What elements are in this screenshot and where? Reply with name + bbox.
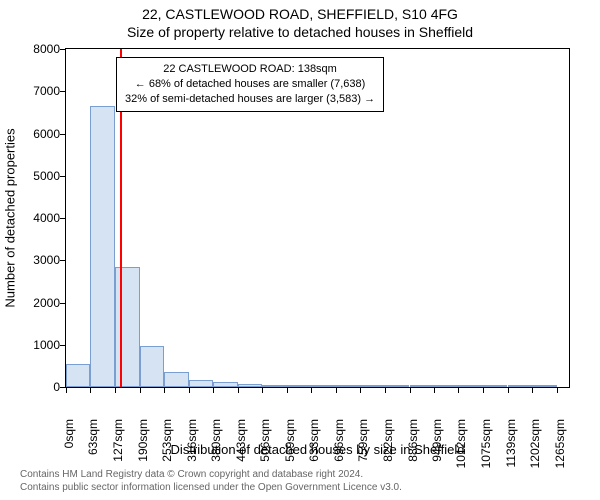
x-tick-label: 253sqm <box>160 419 174 469</box>
y-tick-mark <box>60 303 65 304</box>
y-tick-mark <box>60 176 65 177</box>
x-tick-mark <box>189 388 190 393</box>
annotation-line2: ← 68% of detached houses are smaller (7,… <box>125 77 375 92</box>
x-tick-mark <box>66 388 67 393</box>
histogram-bar <box>483 385 507 387</box>
footer-line2: Contains public sector information licen… <box>20 481 402 494</box>
x-tick-label: 0sqm <box>62 419 76 469</box>
chart-title-line1: 22, CASTLEWOOD ROAD, SHEFFIELD, S10 4FG <box>0 6 600 22</box>
x-tick-mark <box>557 388 558 393</box>
x-tick-mark <box>385 388 386 393</box>
chart-title-line2: Size of property relative to detached ho… <box>0 24 600 40</box>
x-tick-mark <box>434 388 435 393</box>
x-tick-label: 822sqm <box>381 419 395 469</box>
y-tick-label: 8000 <box>33 42 60 56</box>
x-tick-label: 443sqm <box>234 419 248 469</box>
x-tick-label: 380sqm <box>209 419 223 469</box>
x-tick-label: 1075sqm <box>479 419 493 469</box>
histogram-bar <box>238 384 262 387</box>
x-tick-label: 759sqm <box>356 419 370 469</box>
x-tick-label: 1202sqm <box>528 419 542 469</box>
y-axis-label: Number of detached properties <box>3 128 18 307</box>
footer-line1: Contains HM Land Registry data © Crown c… <box>20 468 402 481</box>
annotation-box: 22 CASTLEWOOD ROAD: 138sqm ← 68% of deta… <box>116 57 384 112</box>
x-tick-label: 696sqm <box>332 419 346 469</box>
histogram-bar <box>262 385 286 387</box>
histogram-bar <box>385 385 409 387</box>
y-tick-label: 6000 <box>33 127 60 141</box>
x-tick-label: 949sqm <box>430 419 444 469</box>
x-tick-mark <box>360 388 361 393</box>
x-tick-mark <box>508 388 509 393</box>
x-tick-label: 886sqm <box>406 419 420 469</box>
x-tick-mark <box>164 388 165 393</box>
x-tick-mark <box>410 388 411 393</box>
x-tick-mark <box>336 388 337 393</box>
histogram-bar <box>311 385 335 387</box>
x-tick-label: 633sqm <box>307 419 321 469</box>
y-tick-mark <box>60 387 65 388</box>
x-tick-mark <box>140 388 141 393</box>
y-tick-label: 7000 <box>33 84 60 98</box>
y-tick-label: 4000 <box>33 211 60 225</box>
histogram-bar <box>213 382 237 387</box>
x-tick-mark <box>115 388 116 393</box>
histogram-bar <box>532 385 556 387</box>
x-tick-label: 316sqm <box>185 419 199 469</box>
y-tick-label: 5000 <box>33 169 60 183</box>
histogram-bar <box>140 346 164 387</box>
x-tick-mark <box>458 388 459 393</box>
x-tick-mark <box>213 388 214 393</box>
histogram-bar <box>434 385 458 387</box>
y-tick-label: 0 <box>53 380 60 394</box>
histogram-bar <box>360 385 384 387</box>
x-tick-mark <box>90 388 91 393</box>
x-tick-label: 1139sqm <box>504 419 518 469</box>
y-tick-label: 2000 <box>33 296 60 310</box>
histogram-bar <box>66 364 90 387</box>
footer-attribution: Contains HM Land Registry data © Crown c… <box>20 468 402 494</box>
histogram-bar <box>410 385 434 387</box>
x-tick-label: 127sqm <box>111 419 125 469</box>
histogram-bar <box>90 106 114 387</box>
x-tick-label: 190sqm <box>136 419 150 469</box>
y-tick-label: 3000 <box>33 253 60 267</box>
histogram-bar <box>287 385 311 387</box>
x-tick-mark <box>483 388 484 393</box>
x-tick-mark <box>287 388 288 393</box>
histogram-bar <box>164 372 188 387</box>
histogram-bar <box>336 385 360 387</box>
plot-area: 22 CASTLEWOOD ROAD: 138sqm ← 68% of deta… <box>65 48 570 388</box>
x-tick-label: 63sqm <box>86 419 100 469</box>
histogram-bar <box>508 385 532 387</box>
y-tick-mark <box>60 260 65 261</box>
x-tick-label: 1012sqm <box>454 419 468 469</box>
annotation-line3: 32% of semi-detached houses are larger (… <box>125 92 375 107</box>
x-tick-mark <box>532 388 533 393</box>
histogram-bar <box>458 385 482 387</box>
chart-container: 22, CASTLEWOOD ROAD, SHEFFIELD, S10 4FG … <box>0 0 600 500</box>
y-tick-mark <box>60 345 65 346</box>
annotation-line1: 22 CASTLEWOOD ROAD: 138sqm <box>125 62 375 77</box>
x-tick-label: 506sqm <box>258 419 272 469</box>
x-tick-mark <box>262 388 263 393</box>
y-tick-mark <box>60 91 65 92</box>
y-tick-mark <box>60 49 65 50</box>
x-tick-label: 569sqm <box>283 419 297 469</box>
y-tick-mark <box>60 134 65 135</box>
histogram-bar <box>189 380 213 387</box>
x-tick-mark <box>238 388 239 393</box>
y-tick-label: 1000 <box>33 338 60 352</box>
y-tick-mark <box>60 218 65 219</box>
x-tick-mark <box>311 388 312 393</box>
x-tick-label: 1265sqm <box>553 419 567 469</box>
